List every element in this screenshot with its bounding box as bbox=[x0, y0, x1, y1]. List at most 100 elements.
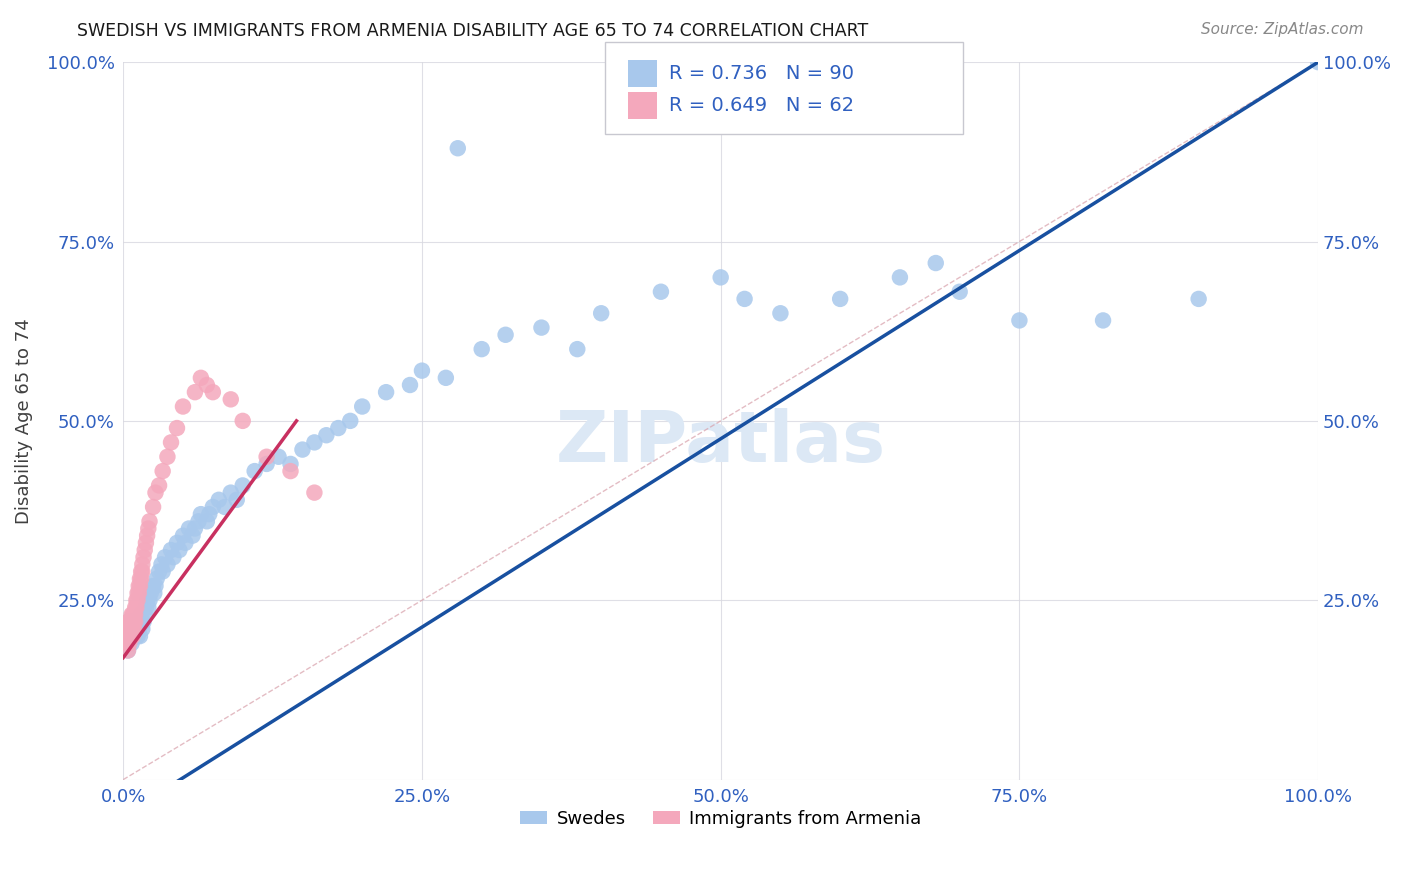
Point bbox=[152, 565, 174, 579]
Point bbox=[232, 414, 254, 428]
Point bbox=[145, 572, 167, 586]
Point bbox=[118, 615, 141, 629]
Point bbox=[150, 558, 173, 572]
Point bbox=[208, 492, 231, 507]
Point bbox=[122, 615, 145, 629]
Point bbox=[129, 572, 152, 586]
Point bbox=[121, 636, 143, 650]
Point bbox=[160, 435, 183, 450]
Point bbox=[125, 600, 148, 615]
Point bbox=[650, 285, 672, 299]
Point bbox=[139, 586, 162, 600]
Point bbox=[117, 615, 139, 629]
Point bbox=[128, 586, 150, 600]
Point bbox=[117, 629, 139, 643]
Point bbox=[148, 565, 170, 579]
Point bbox=[132, 550, 155, 565]
Point bbox=[121, 615, 143, 629]
Point bbox=[530, 320, 553, 334]
Point bbox=[145, 485, 167, 500]
Point bbox=[125, 593, 148, 607]
Point bbox=[143, 586, 166, 600]
Point bbox=[120, 615, 142, 629]
Point bbox=[156, 558, 179, 572]
Point bbox=[201, 500, 224, 514]
Point bbox=[121, 622, 143, 636]
Point bbox=[121, 629, 143, 643]
Point bbox=[190, 507, 212, 521]
Point bbox=[328, 421, 350, 435]
Point bbox=[134, 607, 156, 622]
Point bbox=[184, 385, 207, 400]
Point bbox=[125, 622, 148, 636]
Point bbox=[121, 615, 143, 629]
Text: SWEDISH VS IMMIGRANTS FROM ARMENIA DISABILITY AGE 65 TO 74 CORRELATION CHART: SWEDISH VS IMMIGRANTS FROM ARMENIA DISAB… bbox=[77, 22, 869, 40]
Point bbox=[122, 622, 145, 636]
Point bbox=[949, 285, 972, 299]
Point bbox=[156, 450, 179, 464]
Point bbox=[399, 378, 422, 392]
Point bbox=[118, 629, 141, 643]
Point bbox=[127, 593, 149, 607]
Point bbox=[169, 543, 191, 558]
Point bbox=[375, 385, 398, 400]
Point bbox=[129, 572, 152, 586]
Point bbox=[121, 615, 143, 629]
Point bbox=[131, 558, 153, 572]
Point bbox=[471, 342, 494, 356]
Point bbox=[124, 629, 146, 643]
Point bbox=[145, 579, 167, 593]
Point bbox=[280, 464, 302, 478]
Point bbox=[256, 457, 278, 471]
Point bbox=[121, 622, 143, 636]
Point bbox=[411, 364, 433, 378]
Point bbox=[127, 586, 149, 600]
Point bbox=[120, 629, 142, 643]
Point bbox=[124, 600, 146, 615]
Point bbox=[124, 615, 146, 629]
Point bbox=[128, 622, 150, 636]
Point bbox=[136, 593, 159, 607]
Point bbox=[1092, 313, 1115, 327]
Point bbox=[889, 270, 911, 285]
Point bbox=[142, 500, 165, 514]
Point bbox=[136, 600, 159, 615]
Point bbox=[447, 141, 470, 155]
Point bbox=[121, 629, 143, 643]
Point bbox=[352, 400, 374, 414]
Point bbox=[120, 629, 142, 643]
Point bbox=[129, 579, 152, 593]
Point bbox=[177, 521, 200, 535]
Text: R = 0.736   N = 90: R = 0.736 N = 90 bbox=[669, 63, 855, 83]
Point bbox=[118, 629, 141, 643]
Point bbox=[219, 392, 242, 407]
Point bbox=[225, 492, 247, 507]
Point bbox=[304, 435, 326, 450]
Point bbox=[434, 371, 457, 385]
Point bbox=[174, 536, 197, 550]
Point bbox=[121, 622, 143, 636]
Point bbox=[114, 629, 136, 643]
Point bbox=[127, 629, 149, 643]
Point bbox=[138, 593, 160, 607]
Point bbox=[127, 615, 149, 629]
Point bbox=[1008, 313, 1031, 327]
Point bbox=[184, 521, 207, 535]
Point bbox=[152, 464, 174, 478]
Point bbox=[129, 615, 152, 629]
Point bbox=[135, 600, 157, 615]
Point bbox=[256, 450, 278, 464]
Point bbox=[135, 536, 157, 550]
Point bbox=[153, 550, 176, 565]
Point bbox=[181, 529, 204, 543]
Point bbox=[124, 607, 146, 622]
Point bbox=[267, 450, 290, 464]
Point bbox=[138, 514, 160, 528]
Point bbox=[591, 306, 613, 320]
Point bbox=[734, 292, 756, 306]
Point bbox=[118, 622, 141, 636]
Point bbox=[131, 565, 153, 579]
Point bbox=[117, 643, 139, 657]
Point bbox=[195, 378, 218, 392]
Point bbox=[132, 615, 155, 629]
